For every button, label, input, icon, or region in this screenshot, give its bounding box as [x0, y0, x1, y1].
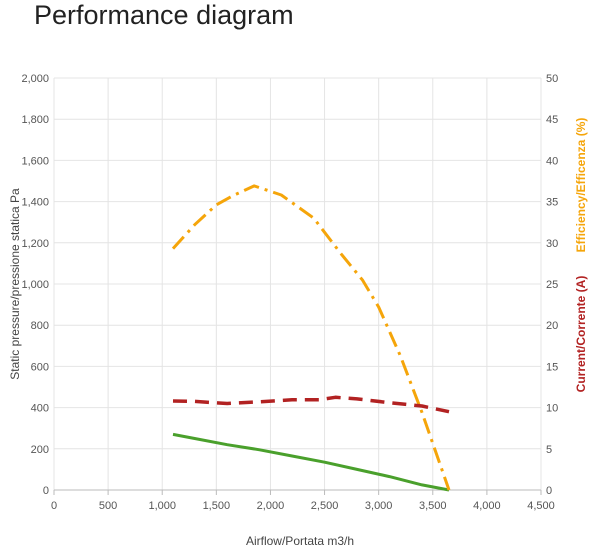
x-tick-label: 2,500 — [311, 500, 339, 512]
x-tick-label: 4,000 — [473, 500, 501, 512]
y-right-tick-label: 5 — [546, 444, 552, 456]
y-left-tick-label: 800 — [31, 320, 49, 332]
y-left-tick-label: 2,000 — [21, 73, 49, 85]
y-left-tick-label: 400 — [31, 403, 49, 415]
x-tick-label: 2,000 — [257, 500, 285, 512]
x-axis-title: Airflow/Portata m3/h — [246, 534, 354, 548]
pressure-series-line — [172, 432, 450, 492]
y-right-tick-label: 45 — [546, 114, 558, 126]
y-left-tick-label: 1,200 — [21, 238, 49, 250]
x-tick-label: 3,500 — [419, 500, 447, 512]
y-left-tick-label: 1,800 — [21, 114, 49, 126]
x-tick-label: 3,000 — [365, 500, 393, 512]
y-left-tick-label: 0 — [43, 485, 49, 497]
y-axis-right-current-title: Current/Corrente (A) — [574, 276, 588, 393]
y-left-tick-label: 200 — [31, 444, 49, 456]
x-tick-label: 1,000 — [148, 500, 176, 512]
x-tick-label: 4,500 — [527, 500, 555, 512]
x-tick-label: 1,500 — [203, 500, 231, 512]
y-axis-left-title: Static pressure/pressione statica Pa — [8, 188, 22, 380]
y-right-tick-label: 35 — [546, 197, 558, 209]
y-right-tick-label: 0 — [546, 485, 552, 497]
y-right-tick-label: 30 — [546, 238, 558, 250]
current-series-line — [172, 395, 450, 414]
x-tick-label: 500 — [99, 500, 117, 512]
y-right-tick-label: 20 — [546, 320, 558, 332]
y-right-tick-label: 10 — [546, 403, 558, 415]
page-title: Performance diagram — [34, 0, 294, 30]
grid — [53, 77, 542, 495]
y-left-tick-label: 1,600 — [21, 155, 49, 167]
y-left-tick-label: 1,000 — [21, 279, 49, 291]
y-left-tick-label: 1,400 — [21, 197, 49, 209]
y-right-tick-label: 40 — [546, 155, 558, 167]
x-tick-label: 0 — [51, 500, 57, 512]
y-right-tick-label: 50 — [546, 73, 558, 85]
y-right-tick-label: 15 — [546, 361, 558, 373]
efficiency-series-line — [171, 184, 451, 491]
y-left-tick-label: 600 — [31, 361, 49, 373]
series-lines — [171, 184, 451, 492]
y-right-tick-label: 25 — [546, 279, 558, 291]
y-axis-right-efficiency-title: Efficiency/Efficenza (%) — [574, 118, 588, 253]
